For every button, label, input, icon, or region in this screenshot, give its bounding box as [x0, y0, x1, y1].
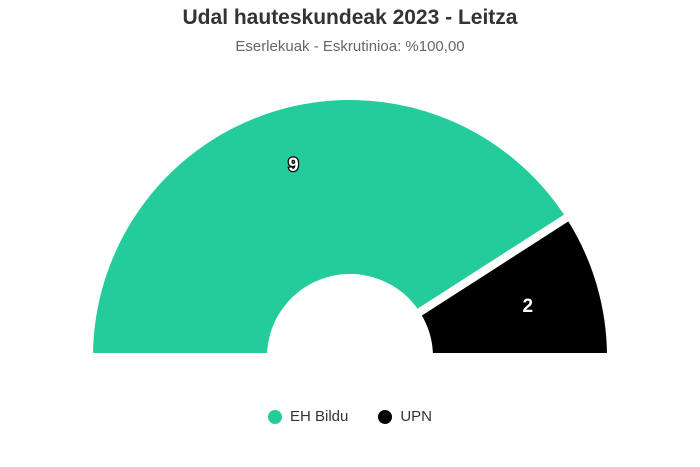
slice-upn[interactable]: [412, 211, 615, 361]
legend-swatch-eh-bildu: [267, 409, 282, 424]
data-labels-group: 92: [287, 154, 535, 318]
chart-subtitle: Eserlekuak - Eskrutinioa: %100,00: [235, 38, 465, 55]
legend-item-eh-bildu[interactable]: EH Bildu: [267, 408, 349, 425]
chart-title: Udal hauteskundeak 2023 - Leitza: [182, 6, 518, 29]
legend-swatch-upn: [378, 409, 393, 424]
legend: EH Bildu UPN: [0, 408, 700, 425]
data-label-upn: 2: [523, 296, 534, 317]
legend-label-upn: UPN: [400, 408, 433, 425]
legend-label-eh-bildu: EH Bildu: [289, 408, 349, 425]
legend-item-upn[interactable]: UPN: [378, 408, 432, 425]
data-label-eh-bildu: 9: [288, 155, 299, 176]
slices-group: [85, 92, 615, 361]
